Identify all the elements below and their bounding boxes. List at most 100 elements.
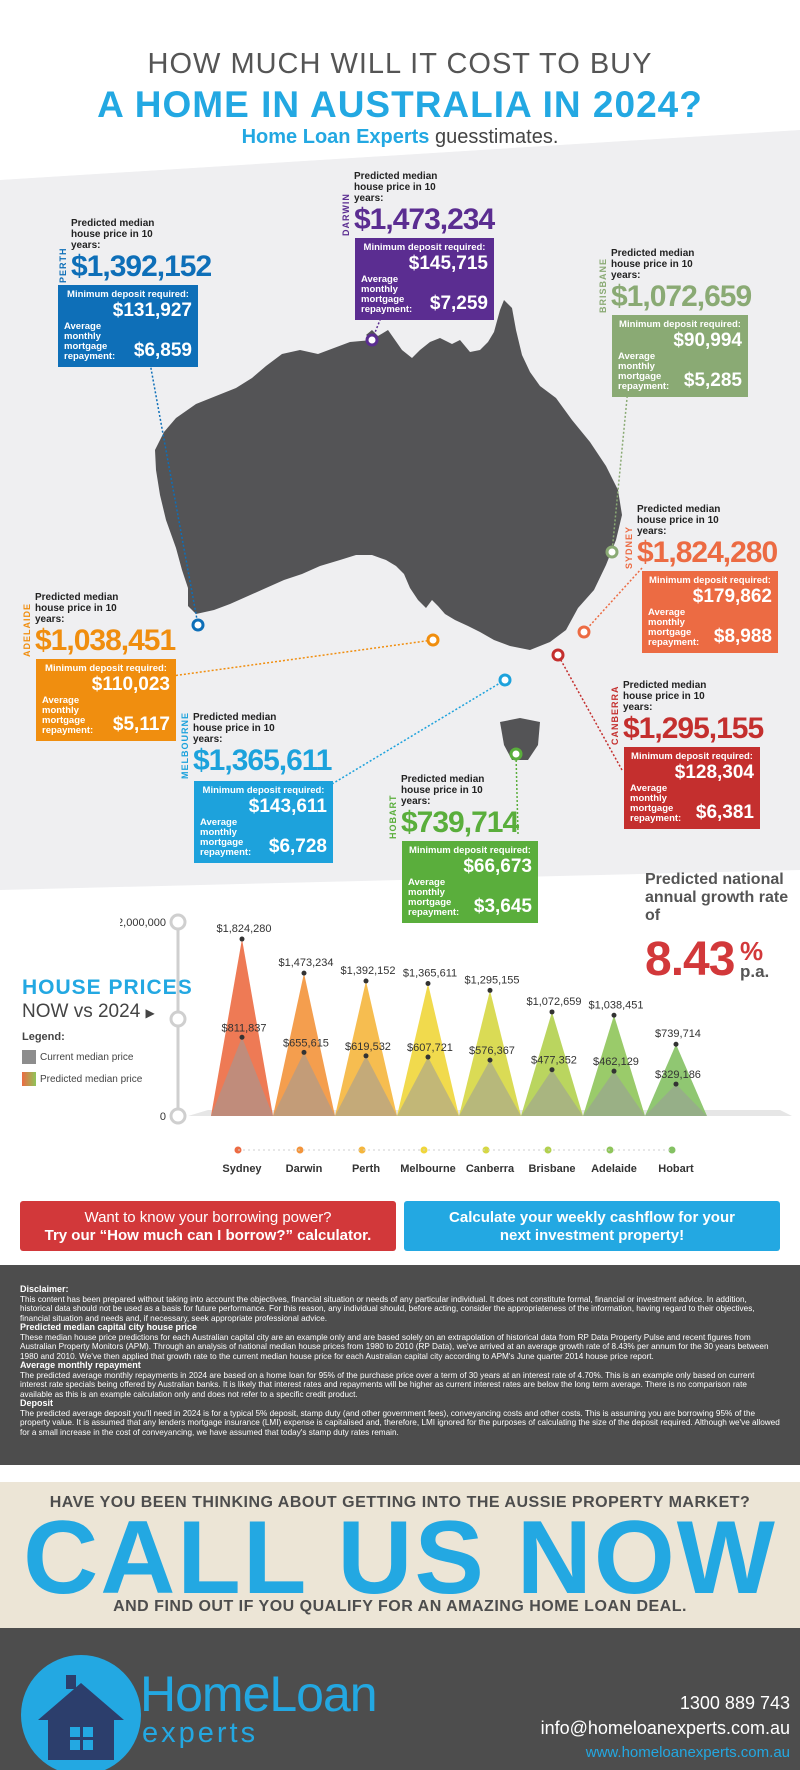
current-peak-darwin	[273, 1052, 335, 1116]
repayment-text: The predicted average monthly repayments…	[20, 1370, 755, 1399]
deposit-value: $90,994	[673, 330, 742, 351]
current-value-label: $619,532	[345, 1041, 391, 1053]
current-point	[363, 1053, 369, 1059]
canberra-marker	[551, 648, 565, 662]
headline-line2: A HOME IN AUSTRALIA IN 2024?	[97, 84, 703, 125]
predicted-value-label: $1,072,659	[526, 996, 581, 1008]
chart-peaks	[188, 936, 792, 1116]
city-info-box: Minimum deposit required: $90,994 Averag…	[612, 315, 748, 397]
city-price: $1,392,152	[71, 250, 212, 283]
logo-wordmark[interactable]: HomeLoan	[140, 1666, 378, 1722]
current-point	[487, 1057, 493, 1063]
deposit-label: Minimum deposit required:	[631, 751, 753, 762]
predicted-peak-melbourne	[397, 983, 459, 1116]
logo-subword[interactable]: experts	[142, 1717, 259, 1749]
deposit-value: $128,304	[674, 762, 754, 783]
current-value-label: $329,186	[655, 1069, 701, 1081]
city-info-box: Minimum deposit required: $131,927 Avera…	[58, 285, 198, 367]
city-price: $1,072,659	[611, 280, 752, 313]
category-label: Darwin	[286, 1163, 323, 1175]
predicted-point	[301, 970, 307, 976]
legend-swatch-current	[22, 1050, 36, 1064]
predicted-point	[239, 936, 245, 942]
city-card-darwin: DARWIN Predicted median house price in 1…	[341, 171, 495, 320]
cta-left-line1: Want to know your borrowing power?	[84, 1209, 332, 1226]
predicted-value-label: $1,038,451	[588, 999, 643, 1011]
category-dot	[668, 1146, 676, 1154]
disclaimer: Disclaimer: This content has been prepar…	[0, 1265, 800, 1465]
legend-swatch-predicted	[22, 1072, 36, 1086]
current-point	[673, 1081, 679, 1087]
headline-line1: HOW MUCH WILL IT COST TO BUY	[147, 48, 653, 80]
predicted-label: Predicted median house price in 10 years…	[35, 592, 119, 625]
city-info-box: Minimum deposit required: $110,023 Avera…	[36, 659, 176, 741]
chart-subtitle-text: NOW vs 2024	[22, 1001, 141, 1022]
category-label: Perth	[352, 1163, 380, 1175]
current-value-label: $655,615	[283, 1037, 329, 1049]
sydney-marker	[577, 625, 591, 639]
repayment-value: $8,988	[713, 626, 772, 647]
growth-pa: p.a.	[740, 962, 770, 981]
repayment-value: $6,381	[695, 802, 754, 823]
legend-current: Current median price	[22, 1050, 133, 1064]
deposit-text: The predicted average deposit you'll nee…	[20, 1408, 780, 1437]
home-logo-icon[interactable]	[16, 1645, 146, 1770]
city-price: $1,295,155	[623, 712, 764, 745]
city-name: HOBART	[388, 794, 398, 840]
footer-website[interactable]: www.homeloanexperts.com.au	[585, 1744, 790, 1761]
cashflow-calculator-button[interactable]: Calculate your weekly cashflow for your …	[404, 1201, 780, 1251]
predicted-value-label: $1,473,234	[278, 957, 333, 969]
predicted-peak-canberra	[459, 990, 521, 1116]
predicted-peak-brisbane	[521, 1011, 583, 1116]
deposit-value: $131,927	[112, 300, 192, 321]
darwin-marker	[365, 333, 379, 347]
city-price: $739,714	[401, 806, 519, 839]
deposit-heading: Deposit	[20, 1398, 54, 1408]
repayment-label: Average monthly mortgage repayment:	[648, 607, 700, 648]
city-info-box: Minimum deposit required: $179,862 Avera…	[642, 571, 778, 653]
chart-categories: Sydney Darwin Perth Melbourne Canberra Brisba…	[222, 1146, 694, 1175]
predicted-peak-darwin	[273, 973, 335, 1116]
deposit-label: Minimum deposit required:	[202, 785, 325, 796]
current-peak-perth	[335, 1055, 397, 1116]
category-label: Canberra	[466, 1163, 515, 1175]
predicted-point	[673, 1041, 679, 1047]
city-price: $1,824,280	[637, 536, 778, 569]
city-name: BRISBANE	[598, 257, 608, 313]
call-us-now[interactable]: CALL US NOW	[23, 1500, 777, 1616]
category-dot	[482, 1146, 490, 1154]
footer-email[interactable]: info@homeloanexperts.com.au	[540, 1718, 790, 1738]
deposit-label: Minimum deposit required:	[409, 845, 531, 856]
legend-title: Legend:	[22, 1031, 65, 1043]
repayment-value: $7,259	[429, 293, 488, 314]
city-card-adelaide: ADELAIDE Predicted median house price in…	[22, 592, 176, 741]
hobart-marker	[509, 747, 523, 761]
predicted-value-label: $1,824,280	[216, 923, 271, 935]
current-value-label: $477,352	[531, 1055, 577, 1067]
growth-percent-sign: %	[740, 936, 764, 966]
predicted-point	[611, 1012, 617, 1018]
growth-label: Predicted national annual growth rate of	[645, 871, 789, 924]
repayment-label: Average monthly mortgage repayment:	[200, 817, 252, 858]
house-price-chart: $2,000,000 0 $1,824,280 $811,837 $1,473,234…	[120, 913, 792, 1175]
city-info-box: Minimum deposit required: $66,673 Averag…	[402, 841, 538, 923]
cta-left-line2: Try our “How much can I borrow?” calcula…	[44, 1227, 372, 1244]
category-label: Sydney	[222, 1163, 262, 1175]
current-peak-canberra	[459, 1060, 521, 1116]
brand-name: Home Loan Experts	[241, 126, 430, 148]
city-card-hobart: HOBART Predicted median house price in 1…	[388, 774, 538, 923]
repayment-heading: Average monthly repayment	[20, 1360, 141, 1370]
footer-phone[interactable]: 1300 889 743	[679, 1693, 790, 1713]
call-us-banner	[0, 1482, 800, 1628]
median-price-text: These median house price predictions for…	[20, 1332, 769, 1361]
deposit-label: Minimum deposit required:	[619, 319, 741, 330]
current-value-label: $576,367	[469, 1045, 515, 1057]
repayment-value: $6,859	[133, 340, 192, 361]
borrowing-calculator-button[interactable]: Want to know your borrowing power? Try o…	[20, 1201, 396, 1251]
repayment-label: Average monthly mortgage repayment:	[42, 695, 94, 736]
headline-suffix: guesstimates.	[429, 126, 559, 148]
disclaimer-heading: Disclaimer:	[20, 1284, 69, 1294]
predicted-peak-adelaide	[583, 1015, 645, 1116]
predicted-label: Predicted median house price in 10 years…	[611, 248, 695, 281]
deposit-value: $143,611	[248, 796, 327, 817]
